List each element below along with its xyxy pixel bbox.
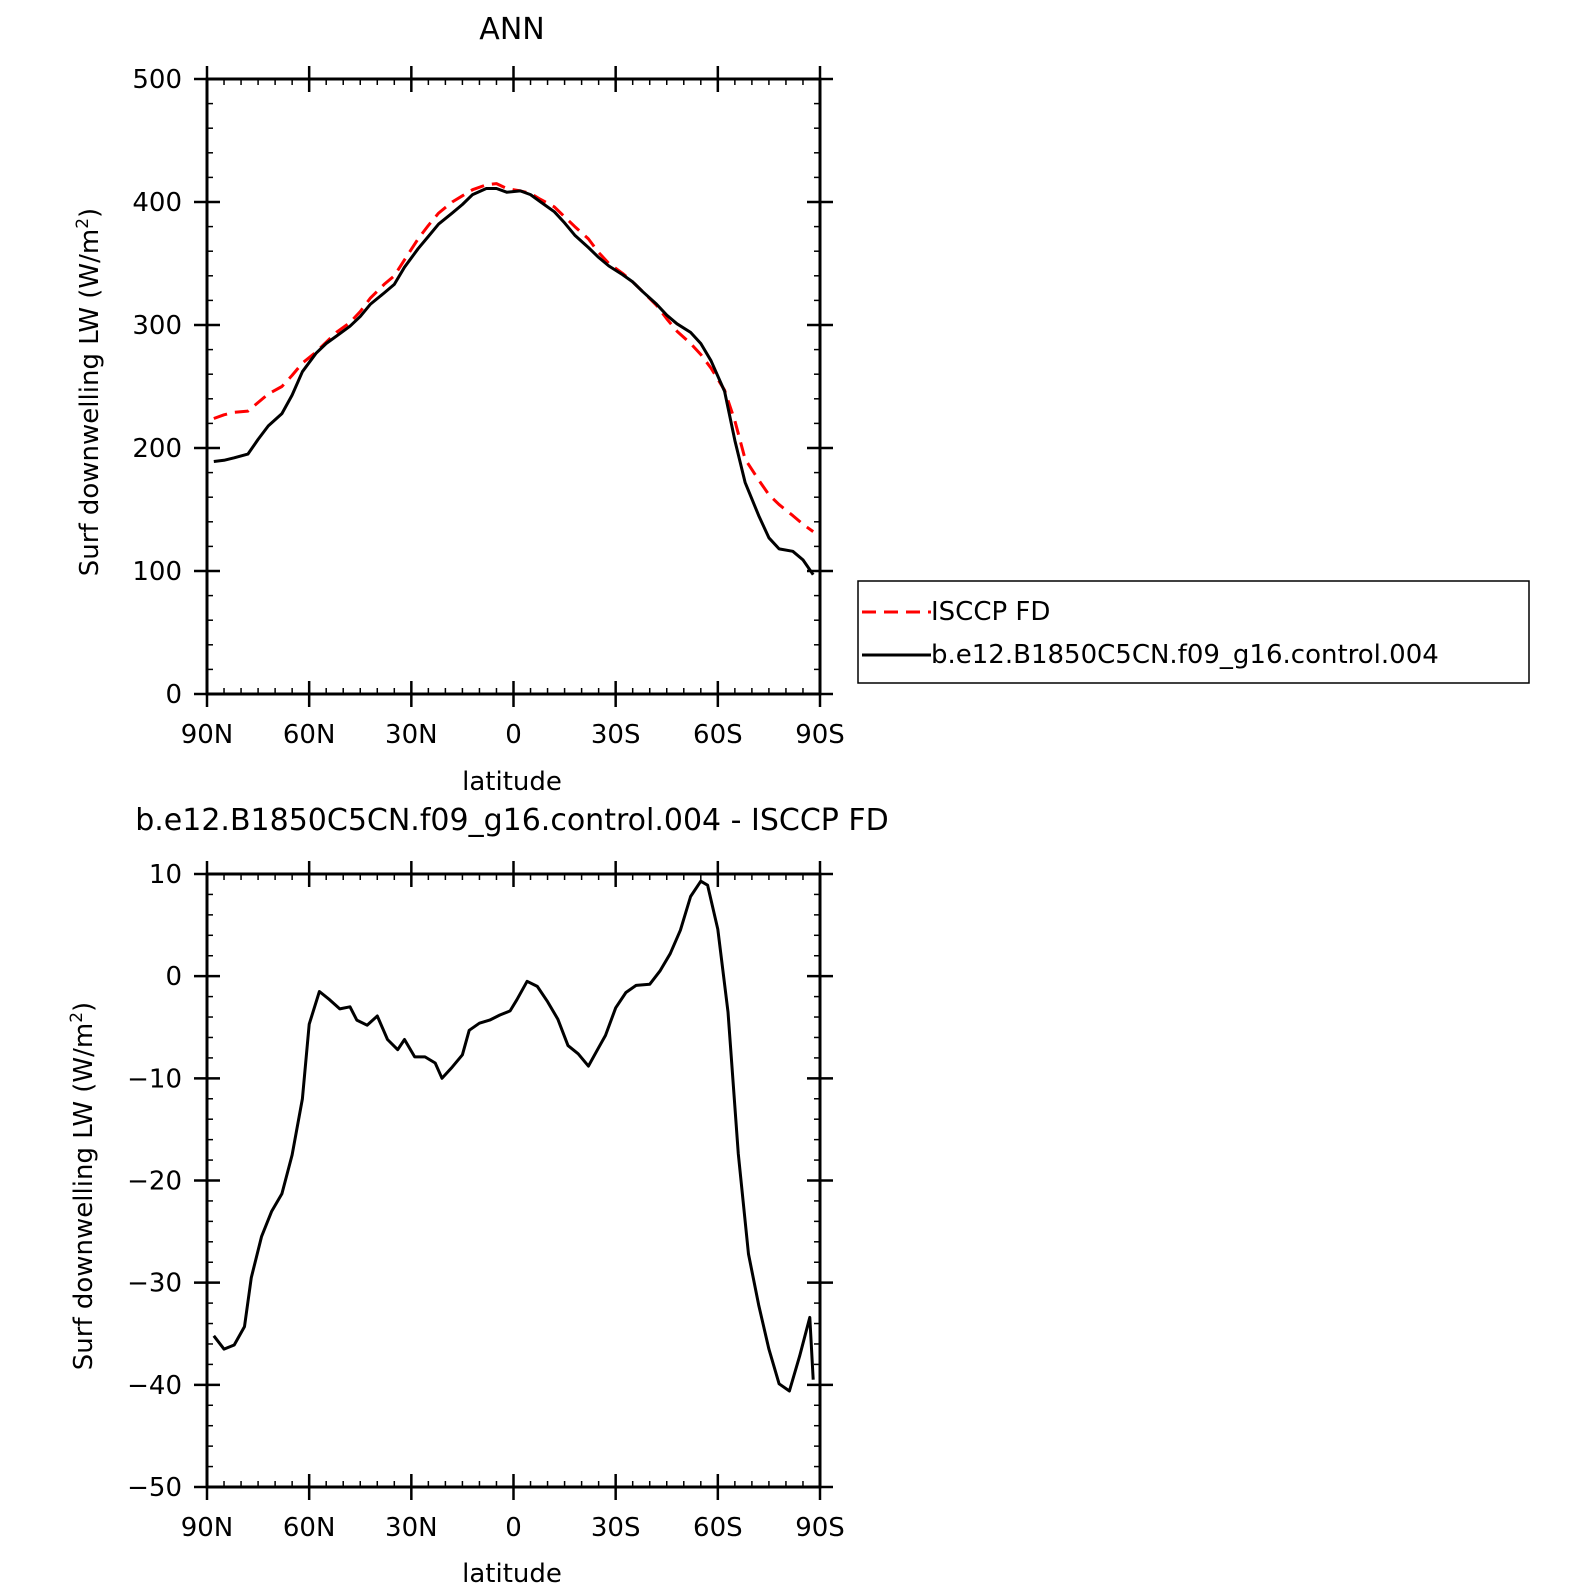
y-tick-label: 100 [132, 557, 182, 587]
x-tick-label: 90N [181, 720, 234, 750]
bottom-chart-title: b.e12.B1850C5CN.f09_g16.control.004 - IS… [135, 803, 889, 838]
x-tick-label: 30S [591, 1513, 641, 1543]
top-plot-frame [205, 77, 822, 696]
x-tick-label: 30N [385, 1513, 438, 1543]
bottom-axis-ticks [194, 861, 833, 1500]
y-tick-label: −50 [127, 1473, 182, 1503]
bottom-plot-frame [205, 872, 822, 1489]
top-axis-ticks [194, 66, 833, 707]
x-tick-label: 30N [385, 720, 438, 750]
top-y-tick-labels: 0 100 200 300 400 500 [132, 65, 182, 710]
model-series-line [212, 879, 815, 1393]
x-tick-label: 60N [283, 720, 336, 750]
bottom-x-axis-label: latitude [462, 1559, 562, 1589]
y-tick-label: 0 [165, 962, 182, 992]
bottom-y-tick-labels: −50 −40 −30 −20 −10 0 10 [127, 860, 182, 1503]
top-y-axis-label-sup: 2 [73, 218, 93, 229]
legend-label-isccp: ISCCP FD [931, 597, 1050, 627]
top-x-tick-labels: 90N 60N 30N 0 30S 60S 90S [181, 720, 845, 750]
legend-box [857, 580, 1530, 684]
top-y-axis-label: Surf downwelling LW (W/m2) [73, 208, 105, 576]
y-tick-label: 300 [132, 311, 182, 341]
top-chart-title: ANN [479, 12, 544, 47]
y-tick-label: −10 [127, 1064, 182, 1094]
x-tick-label: 30S [591, 720, 641, 750]
bottom-y-axis-label-sup: 2 [67, 1012, 87, 1023]
top-panel: ANN 90N 60N 30N 0 30S 60S 90S 0 100 200 300 400 500… [73, 12, 845, 797]
bottom-y-axis-label: Surf downwelling LW (W/m2) [67, 1002, 99, 1370]
legend: ISCCP FD b.e12.B1850C5CN.f09_g16.control… [857, 580, 1530, 684]
bottom-panel: b.e12.B1850C5CN.f09_g16.control.004 - IS… [67, 803, 889, 1589]
x-tick-label: 60N [283, 1513, 336, 1543]
y-tick-label: 400 [132, 188, 182, 218]
top-series-lines [213, 182, 815, 576]
x-tick-label: 90S [795, 720, 845, 750]
y-tick-label: −20 [127, 1167, 182, 1197]
model-series-line [213, 187, 815, 576]
y-tick-label: 200 [132, 434, 182, 464]
x-tick-label: 0 [505, 1513, 522, 1543]
bottom-series-lines [212, 879, 815, 1393]
x-tick-label: 90N [181, 1513, 234, 1543]
y-tick-label: 0 [165, 680, 182, 710]
x-tick-label: 90S [795, 1513, 845, 1543]
x-tick-label: 0 [505, 720, 522, 750]
y-tick-label: 500 [132, 65, 182, 95]
y-tick-label: −30 [127, 1269, 182, 1299]
isccp-fd-series-line [213, 182, 815, 533]
bottom-y-axis-label-close: ) [69, 1002, 99, 1012]
y-tick-label: 10 [149, 860, 182, 890]
x-tick-label: 60S [693, 1513, 743, 1543]
legend-label-model: b.e12.B1850C5CN.f09_g16.control.004 [931, 640, 1439, 670]
bottom-x-tick-labels: 90N 60N 30N 0 30S 60S 90S [181, 1513, 845, 1543]
y-tick-label: −40 [127, 1371, 182, 1401]
top-y-axis-label-close: ) [75, 208, 105, 218]
x-tick-label: 60S [693, 720, 743, 750]
top-x-axis-label: latitude [462, 767, 562, 797]
